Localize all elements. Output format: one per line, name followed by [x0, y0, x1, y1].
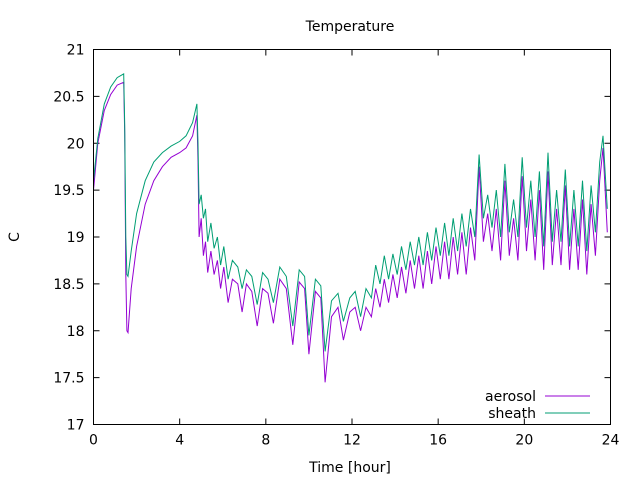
y-axis-label: C: [7, 232, 23, 242]
x-tick-label: 4: [175, 433, 184, 449]
x-axis-label: Time [hour]: [308, 460, 391, 476]
legend-label-sheath: sheath: [488, 406, 536, 422]
chart-title: Temperature: [305, 19, 395, 35]
y-tick-label: 18: [67, 324, 85, 340]
axis-ticks: 0 4 8 12 16 20 24 17 17.5 18 18.5 19 19.5 20 20.5 21: [53, 43, 619, 449]
series-line-sheath: [93, 73, 608, 352]
y-tick-label: 19.5: [53, 183, 84, 199]
y-tick-label: 18.5: [53, 277, 84, 293]
x-tick-label: 24: [602, 433, 620, 449]
series-line-aerosol: [93, 81, 608, 383]
series-lines: [93, 73, 608, 383]
y-tick-label: 17.5: [53, 371, 84, 387]
x-tick-label: 0: [89, 433, 98, 449]
x-tick-label: 20: [515, 433, 533, 449]
plot-frame: [93, 49, 611, 425]
x-tick-label: 16: [429, 433, 447, 449]
y-tick-label: 20: [67, 136, 85, 152]
y-tick-label: 19: [67, 230, 85, 246]
y-tick-label: 20.5: [53, 89, 84, 105]
x-tick-label: 8: [261, 433, 270, 449]
legend-label-aerosol: aerosol: [485, 389, 536, 405]
y-tick-label: 17: [67, 418, 85, 434]
y-tick-label: 21: [67, 43, 85, 59]
x-tick-label: 12: [343, 433, 361, 449]
